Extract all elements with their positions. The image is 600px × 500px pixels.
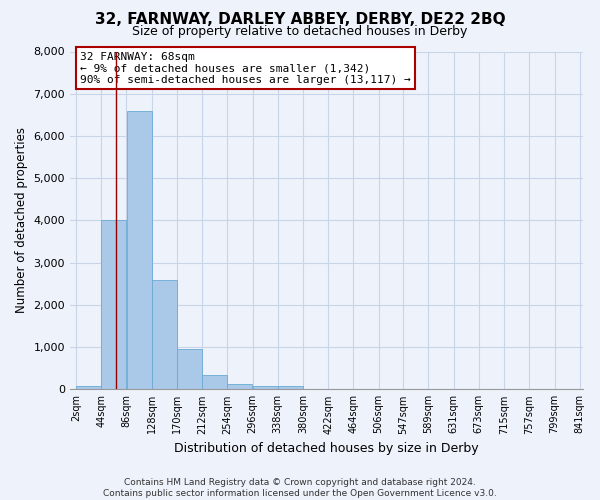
Y-axis label: Number of detached properties: Number of detached properties [15,128,28,314]
Bar [127,110,152,390]
Bar [227,384,253,390]
Bar [152,280,177,390]
Bar [177,349,202,390]
Bar [101,220,127,390]
Text: 32, FARNWAY, DARLEY ABBEY, DERBY, DE22 2BQ: 32, FARNWAY, DARLEY ABBEY, DERBY, DE22 2… [95,12,505,28]
Text: 32 FARNWAY: 68sqm
← 9% of detached houses are smaller (1,342)
90% of semi-detach: 32 FARNWAY: 68sqm ← 9% of detached house… [80,52,411,84]
Bar [278,386,303,390]
Bar [202,376,227,390]
Bar [76,386,101,390]
X-axis label: Distribution of detached houses by size in Derby: Distribution of detached houses by size … [174,442,479,455]
Text: Contains HM Land Registry data © Crown copyright and database right 2024.
Contai: Contains HM Land Registry data © Crown c… [103,478,497,498]
Bar [253,386,278,390]
Text: Size of property relative to detached houses in Derby: Size of property relative to detached ho… [133,25,467,38]
